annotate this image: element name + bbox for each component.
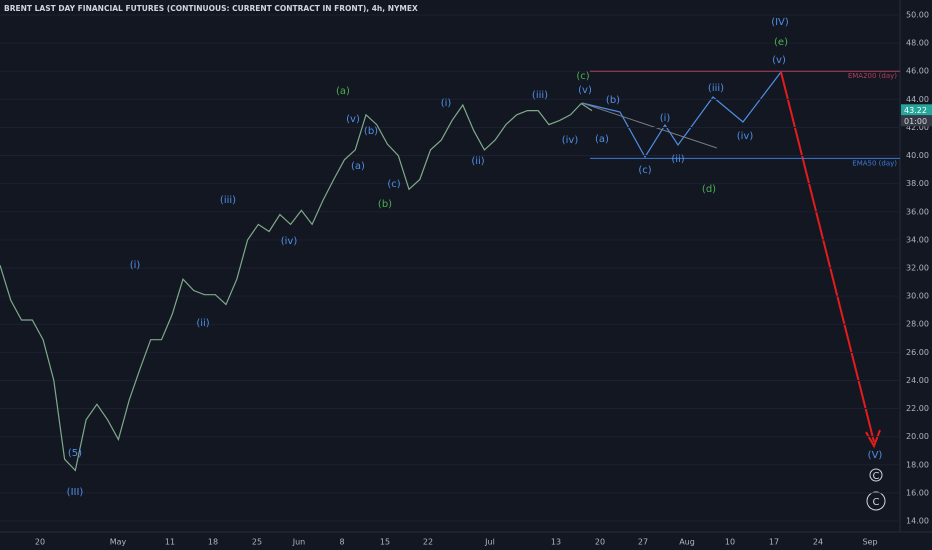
level-label: EMA50 (day) (852, 159, 897, 167)
wave-label: (c) (387, 179, 400, 190)
wave-label: C (873, 471, 880, 482)
y-tick-label: 48.00 (906, 39, 929, 48)
y-tick-label: 32.00 (906, 264, 929, 273)
wave-label: (v) (772, 55, 786, 66)
x-tick-label: 10 (725, 538, 735, 547)
wave-label: (b) (606, 95, 620, 106)
wave-label: (5) (68, 448, 82, 459)
price-tag (901, 104, 932, 116)
wave-label: (ii) (471, 156, 484, 167)
y-tick-label: 38.00 (906, 179, 929, 188)
y-tick-label: 26.00 (906, 348, 929, 357)
wave-label: (v) (578, 85, 592, 96)
x-tick-label: 18 (208, 538, 218, 547)
wave-label: (b) (378, 199, 392, 210)
wave-label: (a) (336, 86, 350, 97)
y-tick-label: 22.00 (906, 404, 929, 413)
price-tag-label: 43.22 (904, 106, 927, 115)
wave-label: (v) (346, 114, 360, 125)
wave-label: (iii) (532, 90, 548, 101)
y-tick-label: 18.00 (906, 460, 929, 469)
x-tick-label: Jul (484, 538, 495, 547)
x-tick-label: 11 (165, 538, 175, 547)
chart-title: BRENT LAST DAY FINANCIAL FUTURES (CONTIN… (4, 4, 418, 13)
y-tick-label: 14.00 (906, 517, 929, 526)
wave-label: (i) (130, 260, 141, 271)
wave-label: (c) (638, 165, 651, 176)
y-tick-label: 46.00 (906, 67, 929, 76)
circle-marker (866, 491, 886, 511)
wave-label: (a) (351, 161, 365, 172)
y-tick-label: 30.00 (906, 292, 929, 301)
x-tick-label: 27 (638, 538, 648, 547)
countdown-label: 01:00 (904, 117, 927, 126)
x-tick-label: 25 (252, 538, 262, 547)
trend-line (581, 102, 718, 149)
wave-label: (iv) (281, 236, 298, 247)
x-tick-label: 24 (813, 538, 823, 547)
x-tick-label: Jun (292, 538, 306, 547)
y-tick-label: 24.00 (906, 376, 929, 385)
y-tick-label: 50.00 (906, 11, 929, 20)
x-tick-label: 17 (769, 538, 779, 547)
wave-label: (IV) (771, 17, 789, 28)
x-tick-label: 20 (35, 538, 45, 547)
x-tick-label: Aug (679, 538, 695, 547)
y-tick-label: 20.00 (906, 432, 929, 441)
wave-label: (ii) (196, 318, 209, 329)
x-tick-label: 13 (551, 538, 561, 547)
wave-label: (b) (364, 126, 378, 137)
wave-label: (d) (702, 184, 716, 195)
wave-label: (i) (660, 113, 671, 124)
x-tick-label: 15 (380, 538, 390, 547)
wave-label: C (873, 497, 880, 508)
y-tick-label: 16.00 (906, 488, 929, 497)
wave-label: (III) (67, 487, 84, 498)
y-tick-label: 40.00 (906, 151, 929, 160)
wave-label: (a) (595, 134, 609, 145)
x-tick-label: 22 (423, 538, 433, 547)
wave-label: (ii) (671, 154, 684, 165)
x-tick-label: May (110, 538, 127, 547)
countdown-tag (901, 115, 932, 127)
level-label: EMA200 (day) (848, 72, 897, 80)
wave-label: (e) (774, 37, 788, 48)
x-tick-label: 8 (339, 538, 344, 547)
y-tick-label: 36.00 (906, 207, 929, 216)
y-tick-label: 42.00 (906, 123, 929, 132)
circle-marker (869, 468, 883, 482)
wave-label: (V) (868, 450, 883, 461)
y-tick-label: 28.00 (906, 320, 929, 329)
wave-label: (i) (441, 98, 452, 109)
wave-label: (iii) (708, 83, 724, 94)
wave-label: (iv) (737, 131, 754, 142)
x-tick-label: Sep (862, 538, 877, 547)
y-tick-label: 44.00 (906, 95, 929, 104)
projection-path (581, 71, 782, 159)
y-tick-label: 34.00 (906, 235, 929, 244)
wave-label: (iii) (220, 195, 236, 206)
wave-label: (iv) (562, 135, 579, 146)
price-line (0, 102, 593, 472)
x-tick-label: 20 (595, 538, 605, 547)
wave-label: (c) (576, 71, 589, 82)
